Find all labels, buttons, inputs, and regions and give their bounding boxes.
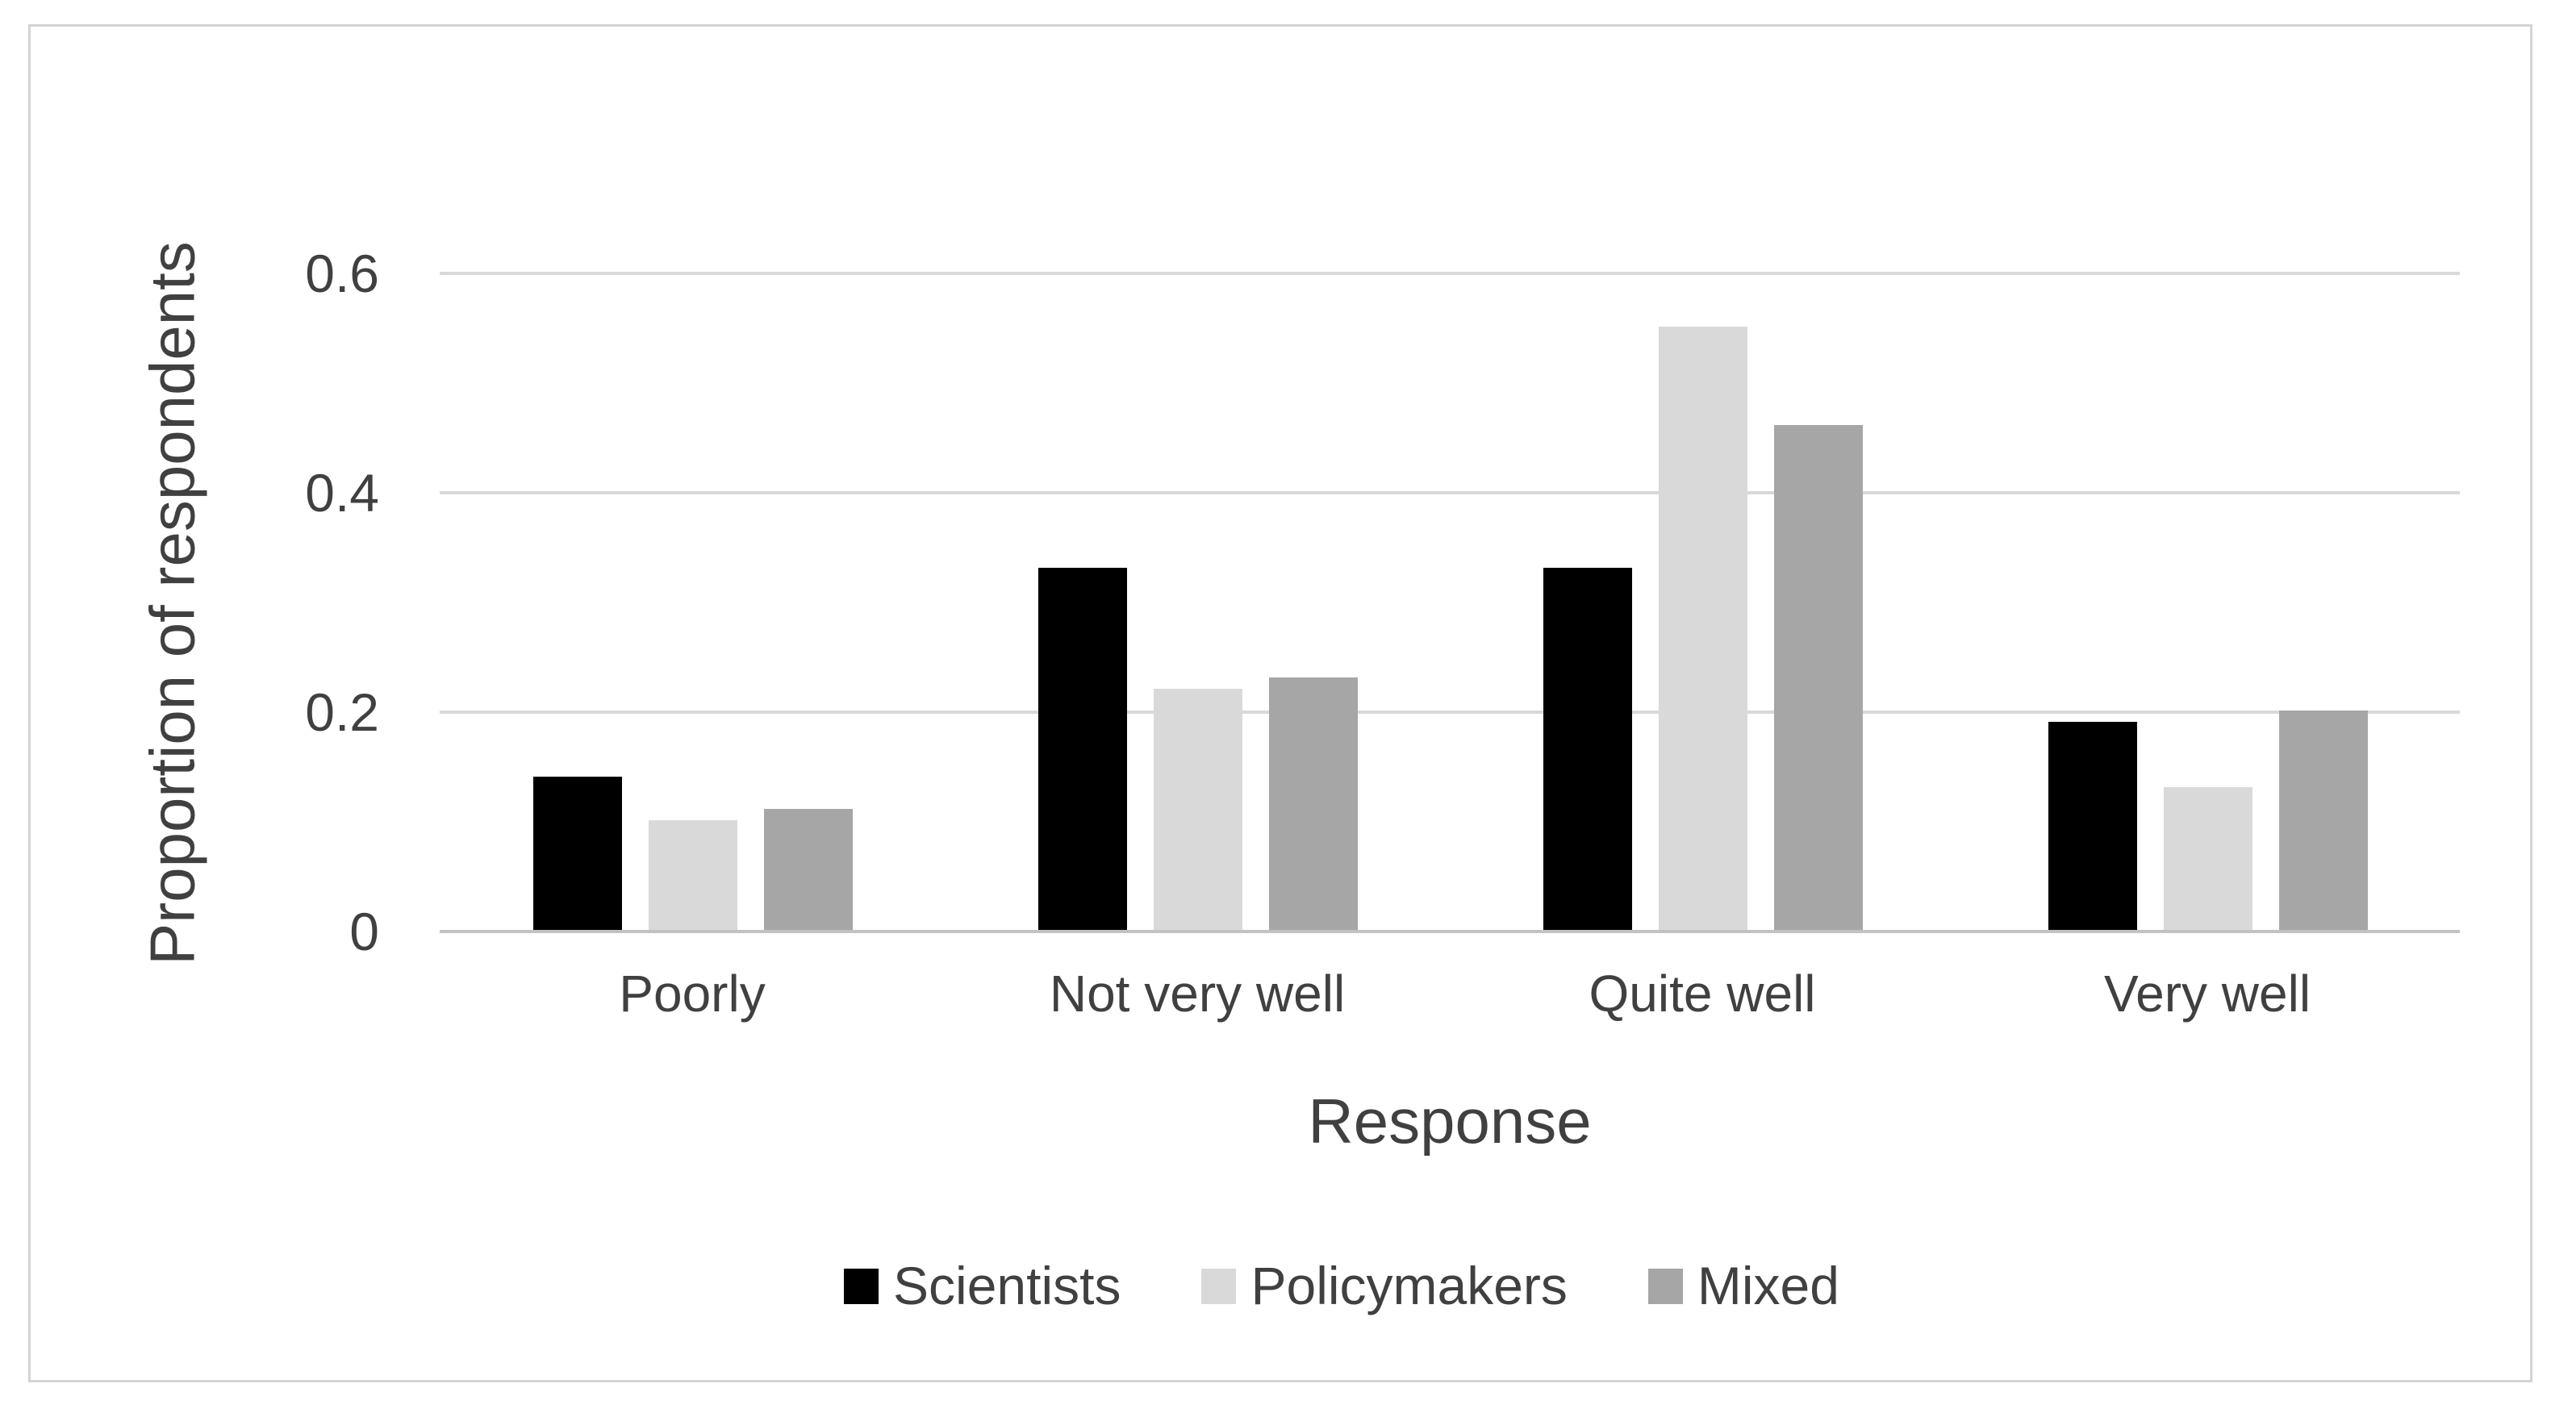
legend-swatch-mixed	[1647, 1269, 1683, 1304]
legend-label-mixed: Mixed	[1697, 1256, 1839, 1316]
gridline-0.6	[440, 272, 2460, 275]
legend-label-scientists: Scientists	[893, 1256, 1121, 1316]
bar-policymakers-poorly	[649, 820, 737, 930]
y-tick-label-0.6: 0.6	[305, 244, 379, 303]
category-label-not-very-well: Not very well	[1049, 965, 1346, 1023]
category-label-very-well: Very well	[2103, 965, 2311, 1023]
plot-area	[440, 272, 2460, 933]
bar-mixed-quite-well	[1774, 425, 1863, 930]
bar-policymakers-quite-well	[1659, 327, 1747, 930]
gridline-0.4	[440, 491, 2460, 494]
legend-item-mixed: Mixed	[1647, 1254, 1839, 1318]
legend-swatch-policymakers	[1201, 1269, 1237, 1304]
chart-legend: Scientists Policymakers Mixed	[0, 1242, 2576, 1331]
bar-scientists-poorly	[533, 777, 622, 930]
bar-scientists-very-well	[2048, 722, 2137, 930]
legend-label-policymakers: Policymakers	[1250, 1256, 1568, 1316]
bar-scientists-not-very-well	[1038, 568, 1127, 930]
gridline-0.2	[440, 711, 2460, 714]
x-axis-title: Response	[1308, 1086, 1592, 1157]
category-label-poorly: Poorly	[619, 965, 766, 1023]
bar-scientists-quite-well	[1543, 568, 1632, 930]
legend-item-scientists: Scientists	[844, 1254, 1121, 1318]
bar-mixed-poorly	[764, 809, 853, 930]
x-axis-line	[440, 930, 2460, 933]
bar-policymakers-not-very-well	[1154, 689, 1242, 930]
y-axis-title: Proportion of respondents	[136, 241, 208, 965]
bar-policymakers-very-well	[2164, 787, 2252, 930]
y-tick-label-0.4: 0.4	[305, 463, 379, 523]
bar-mixed-very-well	[2279, 711, 2368, 930]
legend-swatch-scientists	[844, 1269, 879, 1304]
bar-mixed-not-very-well	[1269, 677, 1358, 930]
y-tick-label-0: 0	[349, 902, 379, 961]
category-label-quite-well: Quite well	[1589, 965, 1816, 1023]
y-tick-label-0.2: 0.2	[305, 682, 379, 742]
legend-item-policymakers: Policymakers	[1201, 1254, 1568, 1318]
